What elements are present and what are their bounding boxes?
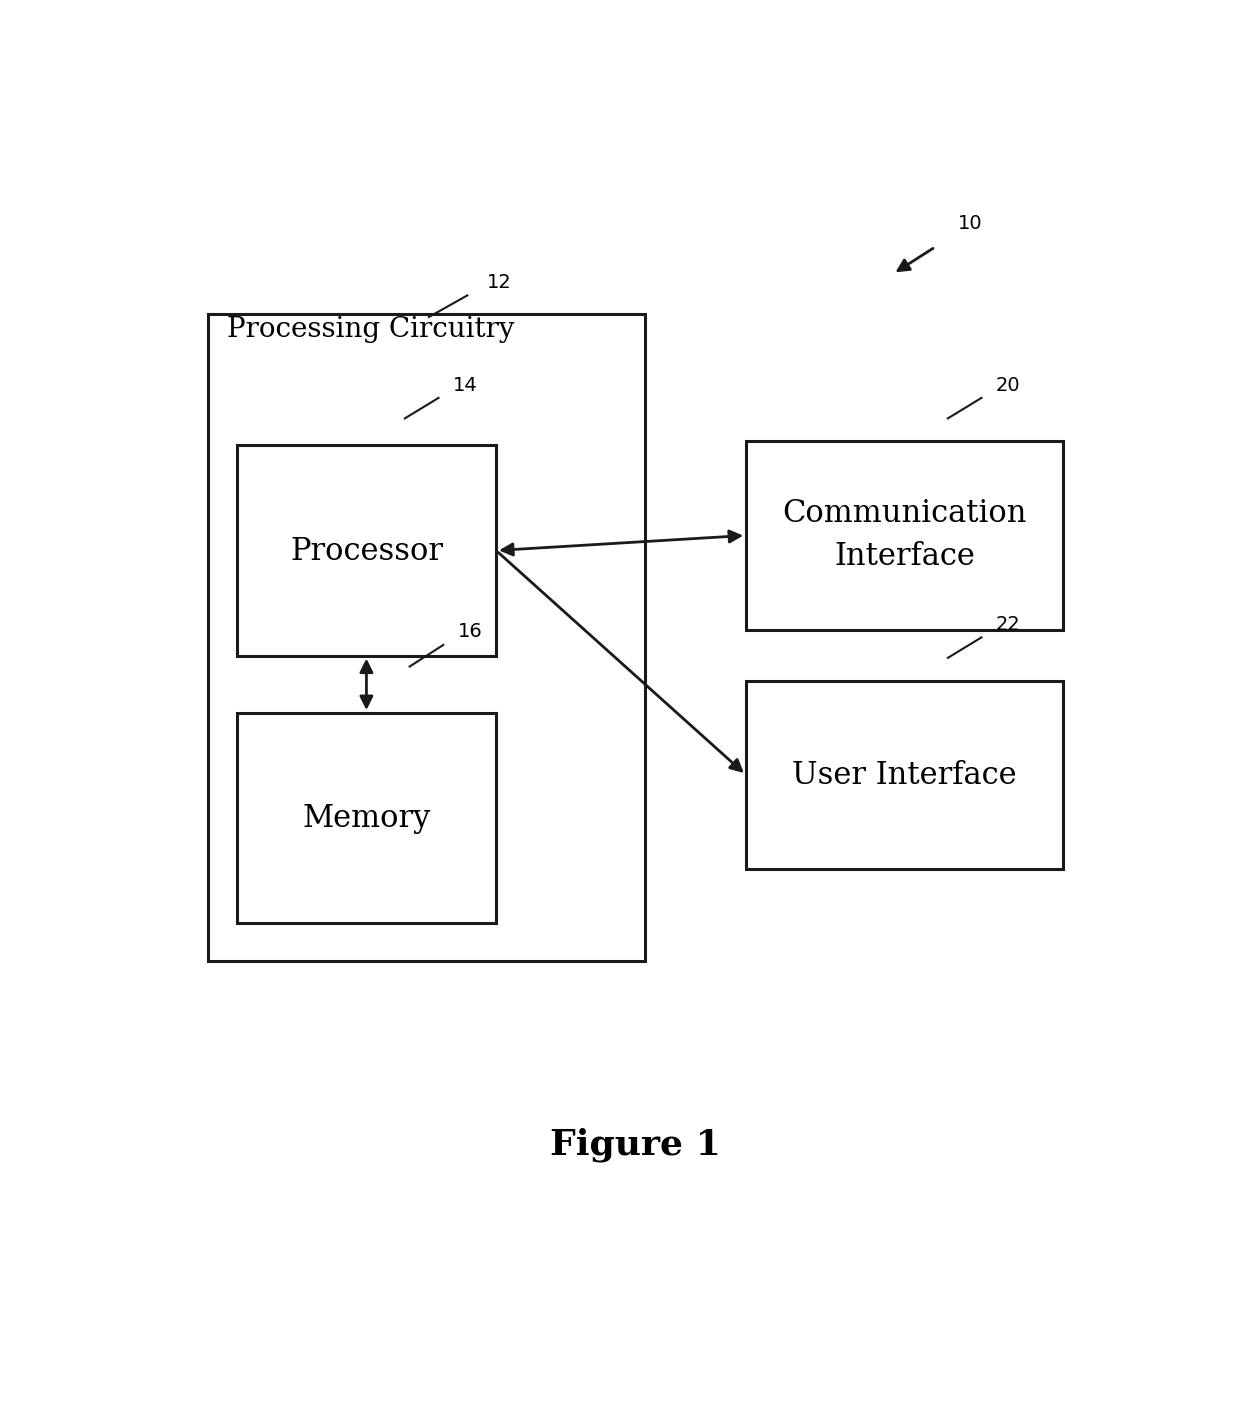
Text: 14: 14 — [453, 375, 477, 395]
Text: Memory: Memory — [303, 803, 430, 834]
Text: 12: 12 — [486, 273, 511, 293]
Text: 22: 22 — [996, 615, 1021, 635]
Text: 20: 20 — [996, 375, 1021, 395]
Text: 10: 10 — [957, 214, 982, 233]
Bar — [237, 713, 496, 923]
Text: 16: 16 — [458, 622, 482, 640]
Text: Processing Circuitry: Processing Circuitry — [227, 315, 515, 343]
Bar — [746, 681, 1063, 869]
Text: Communication
Interface: Communication Interface — [782, 497, 1027, 572]
Bar — [237, 446, 496, 656]
Text: User Interface: User Interface — [792, 759, 1017, 792]
Bar — [208, 314, 645, 961]
Bar — [746, 441, 1063, 630]
Text: Processor: Processor — [290, 535, 443, 566]
Text: Figure 1: Figure 1 — [551, 1128, 720, 1161]
